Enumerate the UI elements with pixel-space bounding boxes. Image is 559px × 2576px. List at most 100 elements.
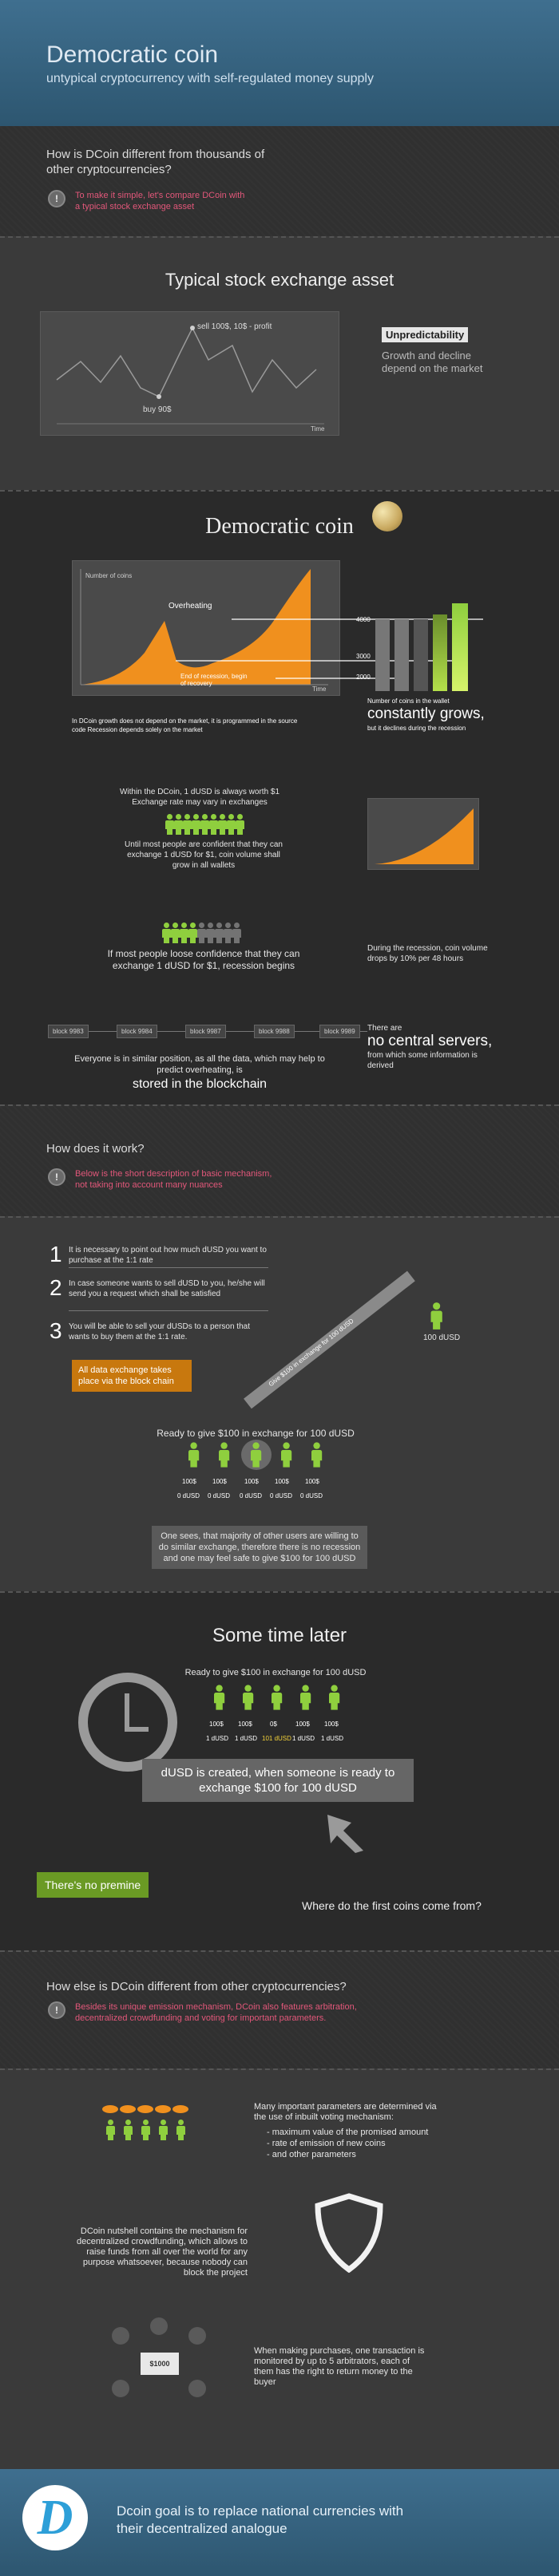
first-coins-question: Where do the first coins come from? xyxy=(302,1899,482,1912)
loose-note: If most people loose confidence that the… xyxy=(107,948,300,971)
person-icon xyxy=(232,923,241,943)
people-row-1 xyxy=(165,814,252,836)
person-icon xyxy=(141,2120,150,2140)
servers-small: There are xyxy=(367,1024,402,1033)
later-section: Some time later Ready to give $100 in ex… xyxy=(0,1591,559,1950)
voting-item-3: - and other parameters xyxy=(267,2150,356,2159)
dcoin-title: Democratic coin xyxy=(205,514,354,539)
stock-title: Typical stock exchange asset xyxy=(165,270,394,290)
buyer-person-icon xyxy=(430,1302,442,1329)
worth-note: Within the DCoin, 1 dUSD is always worth… xyxy=(119,788,280,807)
clock-icon xyxy=(78,1673,177,1772)
intro-question: How is DCoin different from thousands of… xyxy=(46,148,265,176)
confident-note: Until most people are confident that the… xyxy=(125,840,283,870)
person-icon xyxy=(223,923,232,943)
block-item: block 9989 xyxy=(319,1025,360,1038)
dcoin-logo: D xyxy=(22,2485,88,2550)
person-icon xyxy=(235,814,244,835)
person-icon xyxy=(328,1685,340,1710)
step-text: In case someone wants to sell dUSD to yo… xyxy=(69,1279,265,1298)
person-icon xyxy=(161,923,171,943)
give-arrow: Give $100 in exchange for 100 dUSD xyxy=(244,1270,415,1409)
block-item: block 9983 xyxy=(48,1025,89,1038)
person-icon xyxy=(299,1685,311,1710)
dcoin-section: Democratic coin Number of coins Overheat… xyxy=(0,490,559,1104)
person-icon xyxy=(179,923,188,943)
info-icon: ! xyxy=(48,1168,65,1186)
features-section: Many important parameters are determined… xyxy=(0,2068,559,2469)
grows-note: Number of coins in the wallet xyxy=(367,697,450,705)
wallet-bar-2 xyxy=(394,619,409,691)
stock-line-chart xyxy=(56,326,324,425)
else-hint: Besides its unique emission mechanism, D… xyxy=(75,2002,357,2023)
later-dusd-row: 1 dUSD 1 dUSD 101 dUSD 1 dUSD 1 dUSD xyxy=(206,1735,344,1742)
intro-hint: To make it simple, let's compare DCoin w… xyxy=(75,191,245,211)
buy-label: buy 90$ xyxy=(143,405,172,414)
person-icon xyxy=(208,814,218,835)
info-icon: ! xyxy=(48,2001,65,2019)
dcoin-chart-panel: Number of coins Overheating End of reces… xyxy=(72,560,340,696)
servers-big: no central servers, xyxy=(367,1033,493,1049)
step-number: 1 xyxy=(50,1242,62,1266)
recession-drop-note: During the recession, coin volume drops … xyxy=(367,944,488,963)
info-icon: ! xyxy=(48,190,65,207)
steps-section: 1 It is necessary to point out how much … xyxy=(0,1216,559,1591)
later-title: Some time later xyxy=(212,1625,347,1646)
header: Democratic coin untypical cryptocurrency… xyxy=(0,0,559,126)
person-icon xyxy=(226,814,236,835)
person-icon xyxy=(280,1442,292,1468)
moon-icon xyxy=(372,501,402,531)
else-question: How else is DCoin different from other c… xyxy=(46,1980,347,1993)
recession-label: End of recession, begin of recovery xyxy=(180,673,248,687)
voting-title: Many important parameters are determined… xyxy=(254,2102,437,2122)
later-people-row xyxy=(214,1685,358,1713)
ready-people-row xyxy=(188,1440,332,1470)
person-icon xyxy=(191,814,200,835)
growth-mini-chart xyxy=(367,798,479,870)
person-icon xyxy=(214,923,224,943)
stock-section: Typical stock exchange asset sell 100$, … xyxy=(0,236,559,490)
overheating-label: Overheating xyxy=(168,602,212,610)
voting-icon-group xyxy=(102,2105,190,2145)
buyer-dusd-label: 100 dUSD xyxy=(423,1333,461,1342)
step-text: You will be able to sell your dUSDs to a… xyxy=(69,1322,250,1341)
wallet-bar-3 xyxy=(414,619,428,691)
crowdfunding-note: DCoin nutshell contains the mechanism fo… xyxy=(76,2226,248,2278)
voting-item-2: - rate of emission of new coins xyxy=(267,2139,386,2148)
unpredictability-tag: Unpredictability xyxy=(382,327,469,342)
voting-item-1: - maximum value of the promised amount xyxy=(267,2128,429,2137)
up-arrow-icon xyxy=(327,1815,363,1853)
person-icon xyxy=(188,1442,200,1468)
treasure-chest-icon: $1000 xyxy=(141,2353,179,2375)
block-item: block 9987 xyxy=(185,1025,226,1038)
arbitration-group: $1000 xyxy=(104,2317,216,2413)
person-icon xyxy=(271,1685,283,1710)
blockchain-row: block 9983 block 9984 block 9987 block 9… xyxy=(48,1023,375,1041)
person-icon xyxy=(188,923,197,943)
later-amounts-row: 100$ 100$ 0$ 100$ 100$ xyxy=(209,1721,339,1728)
growth-mini-curve xyxy=(375,808,474,864)
person-icon xyxy=(217,814,227,835)
how-question: How does it work? xyxy=(46,1142,145,1156)
person-icon xyxy=(182,814,192,835)
amounts-row: 100$ 100$ 100$ 100$ 100$ xyxy=(182,1478,319,1485)
bar-label-3000: 3000 xyxy=(356,653,371,660)
exchange-tag: All data exchange takes place via the bl… xyxy=(72,1360,192,1392)
step-text: It is necessary to point out how much dU… xyxy=(69,1246,267,1265)
sell-label: sell 100$, 10$ - profit xyxy=(197,322,272,331)
person-icon xyxy=(176,2120,185,2140)
stock-axis-label: Time xyxy=(311,425,325,433)
block-item: block 9984 xyxy=(117,1025,157,1038)
bar-label-4000: 4000 xyxy=(356,616,371,623)
person-icon xyxy=(205,923,215,943)
bar-label-2000: 2000 xyxy=(356,674,371,681)
blockchain-note: Everyone is in similar position, as all … xyxy=(74,1054,325,1075)
how-hint: Below is the short description of basic … xyxy=(75,1169,272,1190)
page-title: Democratic coin xyxy=(46,41,219,68)
wallet-bar-1 xyxy=(375,619,390,691)
else-section: How else is DCoin different from other c… xyxy=(0,1950,559,2068)
footer-goal: Dcoin goal is to replace national curren… xyxy=(117,2503,404,2536)
person-icon xyxy=(158,2120,168,2140)
dcoin-area-chart xyxy=(80,569,328,685)
